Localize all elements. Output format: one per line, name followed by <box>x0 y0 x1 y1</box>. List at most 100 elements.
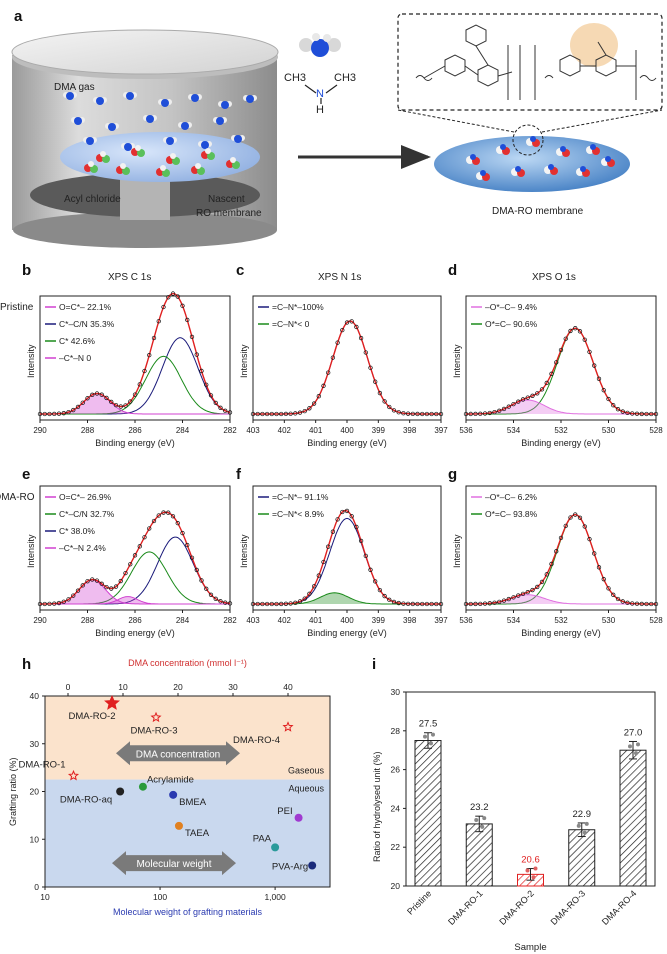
data-point <box>71 407 76 413</box>
data-point <box>307 591 312 596</box>
aqueous-point-label: BMEA <box>179 797 207 808</box>
structure-inset <box>397 13 663 111</box>
xps-panel-f: 403 402 401 400 399 398 397 Binding energy (eV)… <box>239 485 448 638</box>
n-atom-icon <box>605 156 611 162</box>
c-atom-icon <box>135 145 141 151</box>
data-point <box>180 303 185 308</box>
component-curve <box>253 320 441 415</box>
n-atom-icon <box>126 92 134 100</box>
aqueous-point <box>308 861 317 870</box>
data-point <box>377 390 383 396</box>
n-atom-icon <box>86 137 94 145</box>
xps-panel-b: 290 288 286 284 282 Binding energy (eV) Intens… <box>26 291 237 448</box>
top-tick-label: 0 <box>66 682 71 692</box>
component-curve <box>40 355 230 415</box>
c-atom-icon <box>195 163 201 169</box>
data-point <box>596 565 602 570</box>
aqueous-point <box>116 787 125 796</box>
n-atom-icon <box>246 95 254 103</box>
replicate-dot <box>636 742 640 747</box>
data-point <box>587 349 592 355</box>
gaseous-point-label: DMA-RO-4 <box>233 735 280 746</box>
replicate-dot <box>533 866 538 871</box>
bond-left <box>304 84 317 94</box>
data-point <box>401 601 406 606</box>
tick-label: 398 <box>403 616 417 625</box>
data-point <box>250 601 256 607</box>
data-point <box>405 601 411 606</box>
data-point <box>630 411 635 416</box>
data-point <box>118 578 123 584</box>
data-point <box>497 408 502 413</box>
data-point <box>387 404 392 410</box>
panel-label-e: e <box>22 466 31 483</box>
gaseous-region <box>45 696 330 780</box>
panel-label-d: d <box>448 262 458 279</box>
replicate-dot <box>525 868 530 873</box>
data-point <box>487 601 492 606</box>
tick-label: 282 <box>223 426 237 435</box>
data-point <box>335 517 340 522</box>
data-point <box>288 411 293 416</box>
cl-atom-icon <box>137 149 145 157</box>
zoom-line-left <box>397 109 515 133</box>
value-label: 27.0 <box>624 727 643 738</box>
data-point <box>52 411 57 417</box>
data-point <box>99 581 104 586</box>
replicate-dot <box>576 823 581 828</box>
n1s-title: XPS N 1s <box>318 272 362 283</box>
data-point <box>128 399 133 404</box>
n-atom-icon <box>124 143 132 151</box>
bond-right <box>325 84 338 94</box>
data-point <box>56 600 62 606</box>
tick-label: 290 <box>33 426 47 435</box>
data-point <box>170 291 176 296</box>
data-point <box>199 368 204 374</box>
n-atom-icon <box>515 166 521 172</box>
value-label: 27.5 <box>419 719 438 730</box>
legend-entry: O*=C– 93.8% <box>485 509 538 519</box>
data-point <box>501 598 507 603</box>
data-point <box>587 537 592 542</box>
tick-label: 536 <box>459 426 473 435</box>
cl-atom-icon <box>162 169 170 177</box>
data-point <box>649 601 654 607</box>
data-point <box>391 408 397 413</box>
data-point <box>279 601 284 607</box>
data-point <box>554 360 559 365</box>
n-atom-icon <box>221 101 229 109</box>
tick-label: 286 <box>128 426 142 435</box>
data-point <box>577 329 583 334</box>
data-point <box>42 411 47 417</box>
replicate-dot <box>431 732 435 737</box>
replicate-dot <box>531 875 536 880</box>
polyamide-structure <box>415 24 657 100</box>
aqueous-point <box>271 843 280 852</box>
gaseous-point <box>67 769 80 781</box>
y-tick-label: 30 <box>391 687 401 697</box>
aqueous-point <box>174 821 183 830</box>
data-point <box>250 411 256 417</box>
y-axis-label: Ratio of hydrolysed unit (%) <box>372 751 382 862</box>
data-point <box>568 328 573 334</box>
data-point <box>85 579 90 584</box>
dma-gas-label: DMA gas <box>54 82 95 93</box>
data-point <box>321 383 326 388</box>
y-axis-label: Intensity <box>239 344 249 378</box>
replicate-dot <box>582 830 587 835</box>
data-point <box>592 551 597 556</box>
data-point <box>166 510 171 515</box>
y-axis-label: Intensity <box>26 534 36 568</box>
plot-frame <box>465 485 657 611</box>
data-point <box>151 335 157 341</box>
data-point <box>156 513 161 518</box>
row-label-dmaro: DMA-RO <box>0 492 35 503</box>
data-point <box>344 320 350 325</box>
data-point <box>166 295 171 300</box>
cl-atom-icon <box>207 152 215 160</box>
data-point <box>147 526 152 531</box>
tick-label: 402 <box>278 616 292 625</box>
data-point <box>37 601 43 607</box>
data-point <box>42 601 47 607</box>
data-point <box>147 352 152 358</box>
